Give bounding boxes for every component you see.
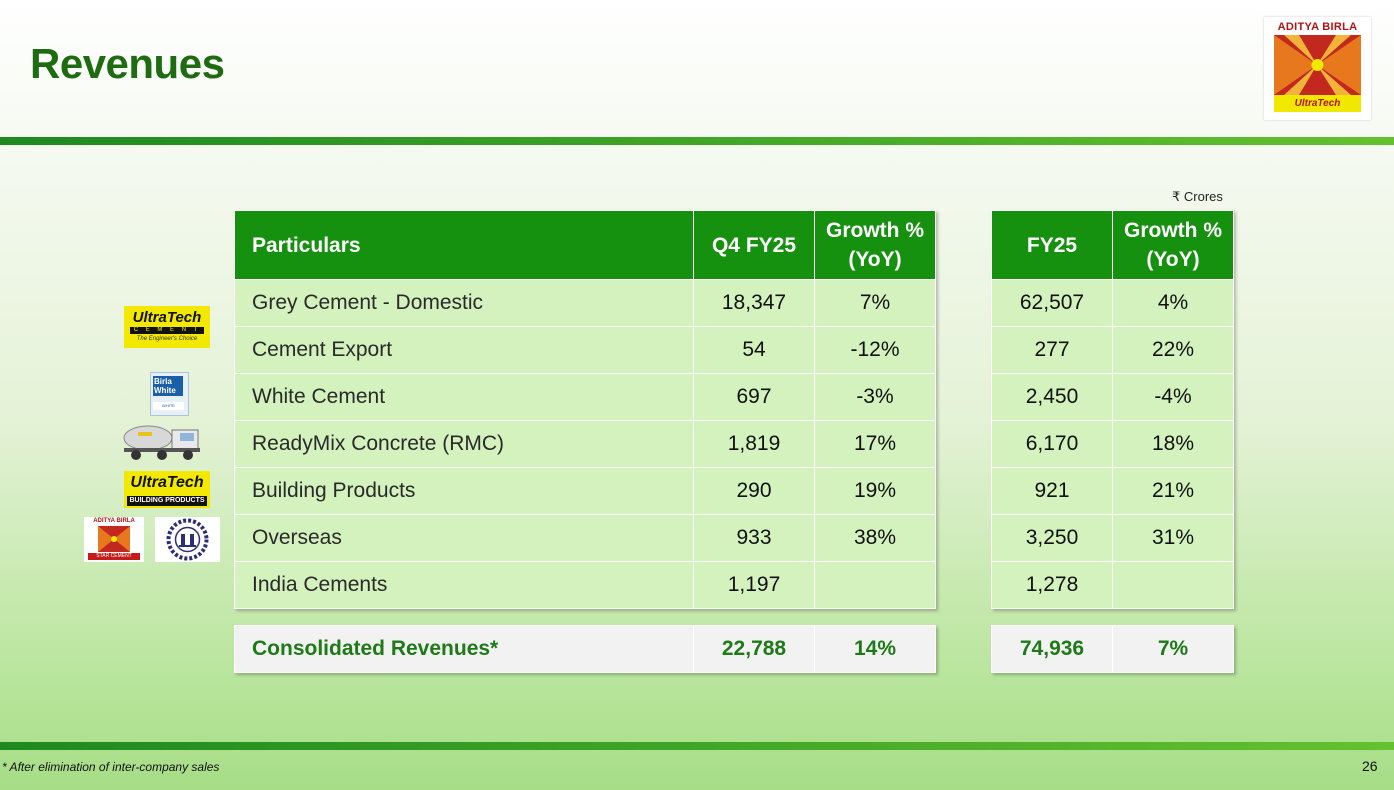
table-row: Building Products 290 19% <box>234 467 936 515</box>
sunburst-icon <box>1274 35 1361 95</box>
total-label: Consolidated Revenues* <box>234 625 694 673</box>
table-row: 6,170 18% <box>991 420 1234 468</box>
top-divider-bar <box>0 137 1394 145</box>
aditya-birla-ultratech-logo: ADITYA BIRLA UltraTech <box>1264 17 1371 120</box>
table-row: ReadyMix Concrete (RMC) 1,819 17% <box>234 420 936 468</box>
fy-total-table: 74,936 7% <box>991 625 1234 673</box>
table-row: 2,450 -4% <box>991 373 1234 421</box>
table-header-row: Particulars Q4 FY25 Growth % (YoY) <box>234 210 936 280</box>
page-number: 26 <box>1362 758 1378 774</box>
bottom-divider-bar <box>0 742 1394 750</box>
india-cements-logo <box>155 517 220 562</box>
sunburst-icon <box>98 526 130 552</box>
table-row: Grey Cement - Domestic 18,347 7% <box>234 279 936 327</box>
header-q4: Q4 FY25 <box>693 210 815 280</box>
q4-revenue-table: Particulars Q4 FY25 Growth % (YoY) Grey … <box>234 210 936 609</box>
total-fy-growth: 7% <box>1112 625 1234 673</box>
table-row: Cement Export 54 -12% <box>234 326 936 374</box>
fy-revenue-table: FY25 Growth % (YoY) 62,507 4% 277 22% 2,45… <box>991 210 1234 609</box>
table-row: 3,250 31% <box>991 514 1234 562</box>
total-fy: 74,936 <box>991 625 1113 673</box>
q4-total-table: Consolidated Revenues* 22,788 14% <box>234 625 936 673</box>
logo-top-text: ADITYA BIRLA <box>1277 21 1358 33</box>
table-row: 921 21% <box>991 467 1234 515</box>
header-particulars: Particulars <box>234 210 694 280</box>
total-row: Consolidated Revenues* 22,788 14% <box>234 625 936 673</box>
header-fy-growth: Growth % (YoY) <box>1112 210 1234 280</box>
unit-note: ₹ Crores <box>1172 189 1223 204</box>
birla-white-logo: Birla White WHITE <box>150 372 189 416</box>
logo-band-text: UltraTech <box>1274 95 1361 112</box>
rmc-truck-image <box>123 425 200 460</box>
ultratech-cement-logo: UltraTech C E M E N T The Engineer's Cho… <box>124 306 210 348</box>
table-row: 1,278 <box>991 561 1234 609</box>
header-q4-growth: Growth % (YoY) <box>814 210 936 280</box>
footnote: * After elimination of inter-company sal… <box>2 760 220 774</box>
table-row: 277 22% <box>991 326 1234 374</box>
total-q4-growth: 14% <box>814 625 936 673</box>
table-row: 62,507 4% <box>991 279 1234 327</box>
total-row: 74,936 7% <box>991 625 1234 673</box>
table-row: India Cements 1,197 <box>234 561 936 609</box>
slide-title: Revenues <box>30 40 225 87</box>
total-q4: 22,788 <box>693 625 815 673</box>
table-row: Overseas 933 38% <box>234 514 936 562</box>
header-fy: FY25 <box>991 210 1113 280</box>
table-row: White Cement 697 -3% <box>234 373 936 421</box>
table-header-row: FY25 Growth % (YoY) <box>991 210 1234 280</box>
aditya-birla-star-cement-logo: ADITYA BIRLA STAR CEMENT <box>84 517 144 562</box>
ultratech-building-products-logo: UltraTech BUILDING PRODUCTS <box>124 471 210 508</box>
